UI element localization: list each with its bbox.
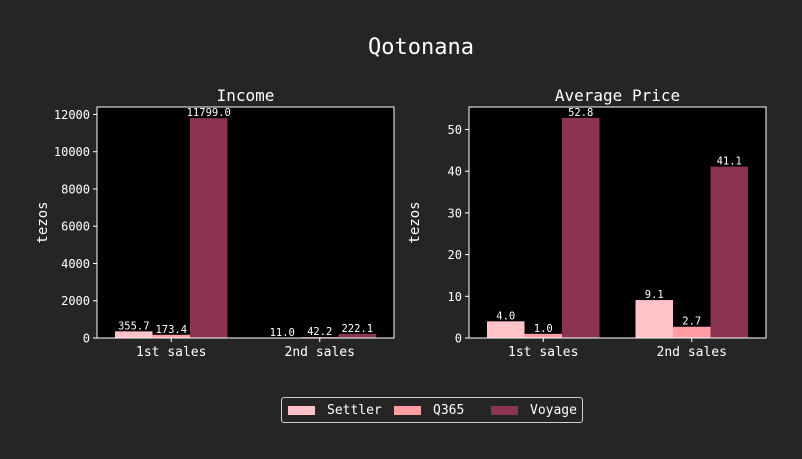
- income-ytick-label: 0: [83, 332, 90, 346]
- income-ytick-label: 6000: [61, 220, 90, 234]
- income-data-label: 42.2: [307, 326, 332, 338]
- average-price-bar-q365: [673, 326, 711, 338]
- average-price-bar-voyage: [710, 166, 748, 338]
- average-price-data-label: 41.1: [717, 156, 742, 168]
- legend-label-voyage: Voyage: [530, 402, 577, 418]
- average-price-bar-voyage: [562, 117, 600, 338]
- income-data-label: 222.1: [341, 323, 373, 335]
- average-price-ylabel: tezos: [407, 201, 423, 243]
- income-ytick-label: 4000: [61, 257, 90, 271]
- income-bar-voyage: [338, 333, 376, 338]
- average-price-ytick-label: 40: [448, 165, 462, 179]
- average-price-ytick-label: 20: [448, 248, 462, 262]
- chart-income: Income tezos 0 2000 4000 6000 8000 10000 12000 35…: [35, 86, 395, 360]
- income-ytick-label: 8000: [61, 182, 90, 196]
- average-price-xtick-label: 1st sales: [508, 345, 578, 360]
- legend-item-settler: Settler: [288, 403, 394, 418]
- legend-item-voyage: Voyage: [491, 403, 577, 418]
- income-axes-frame: [96, 106, 395, 339]
- average-price-data-label: 9.1: [645, 289, 664, 301]
- legend-swatch-q365: [394, 405, 421, 415]
- legend-item-q365: Q365: [394, 403, 491, 418]
- income-data-label: 173.4: [155, 324, 187, 336]
- charts: Income tezos 0 2000 4000 6000 8000 10000 12000 35…: [35, 86, 767, 360]
- income-xtick-label: 2nd sales: [285, 345, 355, 360]
- income-ytick-label: 12000: [54, 108, 90, 122]
- figure-title: Qotonana: [368, 35, 474, 60]
- legend-swatch-voyage: [491, 405, 518, 415]
- average-price-ytick-label: 50: [448, 123, 462, 137]
- average-price-bar-q365: [524, 333, 562, 338]
- legend-label-q365: Q365: [433, 402, 465, 418]
- income-bar-settler: [115, 331, 153, 338]
- chart-average-price: Average Price tezos 0 10 20 30 40 50 4.0 1.0 52.8 1…: [407, 86, 767, 360]
- income-data-label: 11.0: [270, 327, 295, 339]
- income-plot-area: [97, 107, 394, 338]
- average-price-ytick-label: 10: [448, 290, 462, 304]
- average-price-title: Average Price: [555, 86, 680, 105]
- average-price-xtick-label: 2nd sales: [657, 345, 727, 360]
- income-bar-q365: [152, 334, 190, 338]
- legend-swatch-settler: [288, 405, 315, 415]
- legend-label-settler: Settler: [327, 402, 382, 418]
- income-data-label: 355.7: [118, 320, 150, 332]
- average-price-data-label: 2.7: [682, 316, 701, 328]
- income-ytick-label: 10000: [54, 145, 90, 159]
- income-data-label: 11799.0: [187, 107, 231, 119]
- income-xtick-label: 1st sales: [136, 345, 206, 360]
- income-ylabel: tezos: [35, 201, 51, 243]
- income-bar-voyage: [190, 118, 228, 338]
- income-ytick-label: 2000: [61, 294, 90, 308]
- average-price-ytick-label: 0: [455, 332, 462, 346]
- average-price-bar-settler: [487, 321, 525, 338]
- average-price-axes-frame: [468, 106, 767, 339]
- income-title: Income: [217, 86, 275, 105]
- average-price-ytick-label: 30: [448, 206, 462, 220]
- legend: Settler Q365 Voyage: [281, 397, 583, 423]
- average-price-data-label: 1.0: [534, 323, 553, 335]
- average-price-bar-settler: [635, 300, 673, 338]
- average-price-data-label: 52.8: [568, 107, 593, 119]
- average-price-data-label: 4.0: [496, 310, 515, 322]
